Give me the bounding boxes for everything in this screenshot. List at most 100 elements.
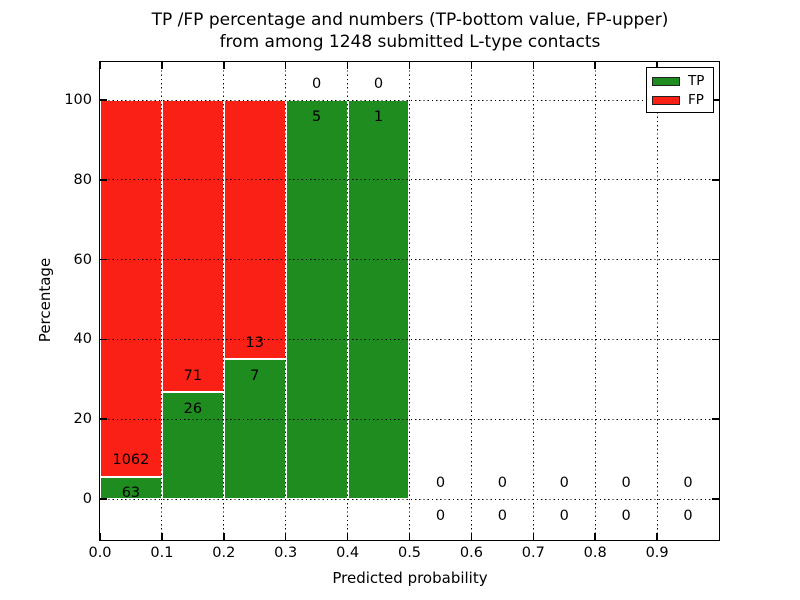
x-tick-mark-bottom	[161, 533, 163, 540]
tp-count-label: 0	[559, 507, 569, 524]
gridline-vertical	[470, 62, 472, 540]
y-tick-label: 40	[73, 331, 92, 348]
tp-count-label: 7	[250, 367, 260, 384]
x-tick-mark-bottom	[408, 533, 411, 540]
bars-layer	[100, 62, 719, 540]
gridline-horizontal	[100, 179, 719, 181]
legend-swatch-tp	[652, 77, 680, 86]
y-tick-mark-left	[100, 179, 107, 181]
x-tick-mark-top	[284, 62, 287, 69]
tp-count-label: 0	[497, 507, 507, 524]
x-tick-mark-top	[408, 62, 411, 69]
chart-title: TP /FP percentage and numbers (TP-bottom…	[152, 9, 669, 53]
legend: TP FP	[646, 67, 714, 113]
gridline-vertical	[656, 62, 658, 540]
x-tick-mark-bottom	[223, 533, 225, 540]
fp-count-label: 71	[183, 367, 203, 384]
chart-title-line2: from among 1248 submitted L-type contact…	[219, 32, 601, 52]
x-tick-label: 0.6	[459, 545, 483, 561]
bar-labels-layer: 1062 63 71 26 13 7 0 5 0 1 0 0 0 0 0 0 0 0 0 0	[100, 62, 719, 540]
gridline-horizontal	[100, 259, 719, 261]
x-tick-mark-bottom	[594, 533, 596, 540]
x-tick-mark-bottom	[284, 533, 287, 540]
bar-segment-fp	[161, 100, 224, 393]
x-tick-mark-top	[99, 62, 101, 69]
y-tick-mark-right	[712, 338, 719, 341]
tp-count-label: 0	[435, 507, 446, 524]
fp-count-label: 1062	[112, 452, 150, 469]
fp-count-label: 0	[497, 474, 507, 491]
gridline-vertical	[532, 62, 534, 540]
bar-segment-fp	[100, 100, 162, 477]
gridline-vertical	[409, 62, 410, 540]
y-tick-label: 100	[64, 92, 92, 108]
fp-count-label: 13	[245, 334, 264, 351]
y-tick-mark-right	[712, 258, 719, 261]
x-tick-mark-bottom	[99, 533, 101, 540]
y-tick-mark-left	[100, 258, 107, 261]
chart-title-line1: TP /FP percentage and numbers (TP-bottom…	[151, 10, 669, 30]
gridline-vertical	[594, 62, 596, 540]
x-tick-mark-top	[656, 62, 658, 69]
plot-area: 1062 63 71 26 13 7 0 5 0 1 0 0 0 0 0 0 0 0 0 0 TP FP	[99, 61, 720, 541]
bar-segment-tp	[347, 100, 410, 499]
x-tick-mark-top	[470, 62, 473, 69]
x-tick-mark-bottom	[346, 533, 349, 540]
legend-swatch-fp	[652, 96, 680, 105]
y-tick-label: 80	[73, 171, 92, 188]
x-tick-mark-top	[594, 62, 596, 69]
gridline-horizontal	[100, 418, 719, 420]
x-tick-mark-top	[532, 62, 535, 69]
x-tick-label: 0.1	[150, 545, 174, 561]
tp-count-label: 1	[373, 108, 384, 125]
tp-count-label: 0	[683, 507, 693, 524]
gridline-vertical	[285, 62, 287, 540]
x-tick-mark-bottom	[656, 533, 658, 540]
legend-row: FP	[652, 91, 708, 110]
tick-marks-layer	[99, 62, 719, 540]
x-tick-mark-top	[346, 62, 349, 69]
fp-count-label: 0	[312, 75, 322, 92]
y-tick-label: 20	[73, 411, 92, 428]
tp-count-label: 63	[121, 485, 141, 502]
gridline-horizontal	[100, 99, 719, 101]
legend-row: TP	[652, 72, 708, 91]
fp-count-label: 0	[621, 474, 631, 491]
fp-count-label: 0	[559, 474, 569, 491]
legend-label-fp: FP	[688, 91, 704, 108]
fp-count-label: 0	[683, 474, 693, 491]
y-tick-mark-left	[100, 418, 107, 420]
x-tick-mark-top	[223, 62, 225, 69]
y-tick-label: 0	[82, 491, 92, 507]
fp-count-label: 0	[373, 75, 384, 92]
x-tick-label: 0.0	[88, 545, 112, 561]
y-tick-mark-right	[712, 179, 719, 181]
x-tick-label: 0.9	[645, 545, 669, 561]
gridlines-layer	[100, 62, 719, 540]
tp-count-label: 5	[312, 108, 322, 125]
x-tick-mark-top	[161, 62, 163, 69]
x-tick-label: 0.8	[583, 545, 607, 561]
x-tick-label: 0.4	[336, 545, 360, 561]
tp-count-label: 0	[621, 507, 631, 524]
gridline-horizontal	[100, 498, 719, 500]
gridline-vertical	[347, 62, 349, 540]
x-tick-label: 0.7	[521, 545, 545, 561]
y-tick-mark-left	[100, 338, 107, 341]
y-tick-mark-right	[712, 99, 719, 101]
gridline-vertical	[161, 62, 163, 540]
x-tick-label: 0.2	[212, 545, 236, 561]
x-tick-label: 0.5	[397, 545, 422, 561]
y-tick-mark-left	[100, 498, 107, 500]
gridline-vertical	[223, 62, 225, 540]
x-tick-mark-bottom	[532, 533, 535, 540]
fp-count-label: 0	[435, 474, 446, 491]
x-tick-mark-bottom	[470, 533, 473, 540]
x-tick-label: 0.3	[274, 545, 298, 561]
y-tick-mark-right	[712, 498, 719, 500]
x-axis-label: Predicted probability	[332, 569, 488, 587]
y-tick-mark-right	[712, 418, 719, 420]
tp-count-label: 26	[183, 400, 203, 417]
legend-label-tp: TP	[688, 72, 705, 89]
